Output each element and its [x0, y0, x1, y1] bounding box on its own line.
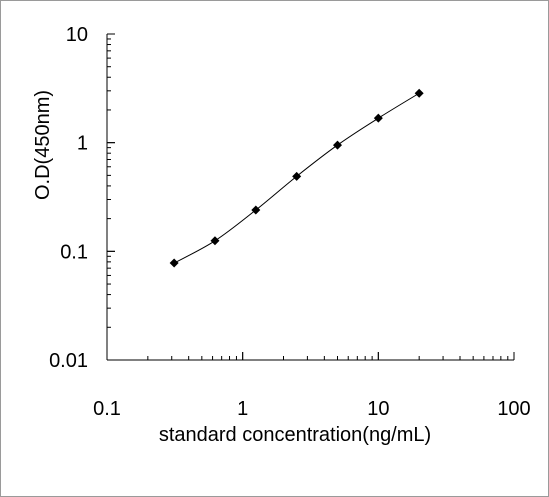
data-points	[169, 88, 424, 268]
x-tick-labels: 0.1 1 10 100	[93, 398, 531, 420]
x-axis-ticks	[106, 352, 515, 360]
x-tick-label: 100	[497, 398, 530, 420]
x-tick-label: 1	[237, 398, 248, 420]
data-point	[332, 140, 342, 150]
data-point	[169, 258, 179, 268]
y-tick-label: 0.01	[49, 350, 88, 372]
data-point	[414, 88, 424, 98]
y-tick-label: 0.1	[60, 241, 88, 263]
x-tick-label: 10	[367, 398, 389, 420]
y-tick-labels: 0.01 0.1 1 10	[49, 24, 88, 372]
y-axis-ticks	[107, 33, 115, 361]
y-tick-label: 10	[66, 24, 88, 46]
y-axis-title: O.D(450nm)	[32, 90, 54, 200]
data-point	[251, 205, 261, 215]
axes	[106, 34, 514, 361]
x-tick-label: 0.1	[93, 398, 121, 420]
data-point	[373, 113, 383, 123]
y-tick-label: 1	[77, 133, 88, 155]
x-axis-title: standard concentration(ng/mL)	[159, 424, 431, 446]
data-point	[210, 236, 220, 246]
data-point	[292, 171, 302, 181]
